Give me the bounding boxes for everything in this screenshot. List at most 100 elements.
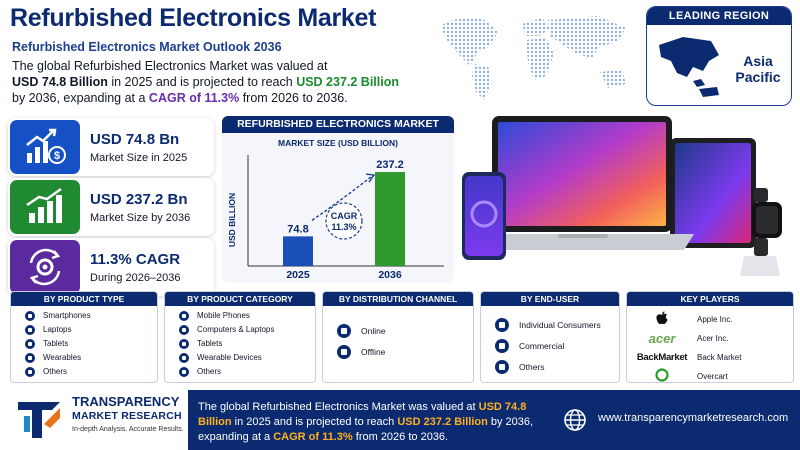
segment-product-type: BY PRODUCT TYPE Smartphones Laptops Tabl…	[10, 291, 158, 383]
list-item-label: Laptops	[43, 325, 72, 334]
chart-data-label: 74.8	[287, 223, 308, 235]
footer-text: in 2025 and is projected to reach	[231, 416, 398, 428]
intro-text: in 2025 and is projected to reach	[107, 75, 297, 89]
list-item-label: Wearables	[43, 353, 82, 362]
list-item: Tablets	[25, 337, 157, 351]
watch-icon	[25, 353, 35, 363]
list-item-label: Others	[519, 361, 545, 372]
footer-summary: The global Refurbished Electronics Marke…	[198, 400, 546, 445]
phone-icon	[179, 311, 189, 321]
chart-x-tick-label: 2025	[286, 269, 310, 281]
list-item: Apple Inc.	[633, 310, 793, 329]
smartwatch-icon	[740, 188, 782, 276]
segment-key-players: KEY PLAYERS Apple Inc. acer Acer Inc. Ba…	[626, 291, 794, 383]
logo-line-2: MARKET RESEARCH	[72, 410, 182, 422]
cagr-badge-text: CAGR	[331, 211, 358, 221]
stat-value: USD 74.8 Bn	[90, 131, 180, 148]
intro-text: by 2036, expanding at a	[12, 91, 149, 105]
list-item-label: Others	[197, 367, 222, 376]
smartphone-icon	[462, 172, 506, 260]
list-item-label: Smartphones	[43, 311, 91, 320]
stat-card-cagr: 11.3% CAGR During 2026–2036	[8, 238, 214, 296]
list-item-label: Individual Consumers	[519, 319, 601, 330]
list-item: Smartphones	[25, 309, 157, 323]
intro-paragraph: The global Refurbished Electronics Marke…	[12, 58, 452, 106]
leading-region-card: LEADING REGION Asia Pacific	[646, 6, 792, 106]
chart-bar-2036	[375, 172, 405, 266]
smartphone-icon	[25, 311, 35, 321]
stat-card-2025: $ USD 74.8 Bn Market Size in 2025	[8, 118, 214, 176]
list-item-label: Mobile Phones	[197, 311, 250, 320]
stat-label: Market Size in 2025	[90, 152, 188, 164]
list-item: Individual Consumers	[495, 314, 619, 335]
tablet-icon	[670, 138, 756, 248]
devices-illustration	[462, 116, 782, 276]
market-chart-card: REFURBISHED ELECTRONICS MARKET MARKET SI…	[222, 116, 454, 282]
segment-heading: KEY PLAYERS	[627, 292, 793, 306]
key-player-name: Apple Inc.	[697, 315, 733, 324]
footer-text: The global Refurbished Electronics Marke…	[198, 401, 479, 413]
growth-arrow-head	[365, 173, 376, 183]
segment-list: Mobile Phones Computers & Laptops Tablet…	[165, 306, 315, 379]
asia-pacific-map-icon	[659, 37, 719, 97]
list-item: Offline	[337, 341, 473, 362]
intro-value-2025: USD 74.8 Billion	[12, 75, 108, 89]
segment-heading: BY DISTRIBUTION CHANNEL	[323, 292, 473, 306]
cagr-badge-text: 11.3%	[331, 222, 356, 232]
key-player-name: Acer Inc.	[697, 334, 729, 343]
chart-data-label: 237.2	[376, 159, 404, 171]
list-item-label: Others	[43, 367, 68, 376]
globe-icon	[564, 409, 586, 431]
page-subtitle: Refurbished Electronics Market Outlook 2…	[12, 40, 282, 54]
chart-bar-2025	[283, 236, 313, 266]
market-bar-chart: MARKET SIZE (USD BILLION) USD BILLION 74…	[227, 138, 444, 281]
list-item: Others	[495, 356, 619, 377]
intro-value-2036: USD 237.2 Billion	[296, 75, 399, 89]
intro-text: The global Refurbished Electronics Marke…	[12, 59, 328, 73]
segment-list: Online Offline	[323, 306, 473, 362]
footer-text: by 2036, expanding at a	[198, 416, 534, 443]
chart-x-tick-label: 2036	[378, 269, 402, 281]
footer-value-2036: USD 237.2 Billion	[397, 416, 488, 428]
footer-bar: The global Refurbished Electronics Marke…	[188, 390, 800, 450]
stat-label: Market Size by 2036	[90, 212, 191, 224]
list-item-label: Wearable Devices	[197, 353, 262, 362]
company-logo: TRANSPARENCY MARKET RESEARCH In-depth An…	[10, 390, 186, 446]
list-item: Online	[337, 320, 473, 341]
laptop-icon	[25, 325, 35, 335]
bar-growth-icon	[10, 180, 80, 234]
apple-logo-icon	[633, 311, 691, 328]
more-icon	[495, 359, 509, 374]
tablet-icon	[179, 339, 189, 349]
segment-heading: BY END-USER	[481, 292, 619, 306]
cagr-badge	[325, 202, 363, 240]
store-icon	[337, 344, 351, 359]
tmr-logo-icon	[18, 402, 60, 438]
list-item: Tablets	[179, 337, 315, 351]
overcart-logo-icon	[633, 368, 691, 385]
more-icon	[25, 367, 35, 377]
logo-line-1: TRANSPARENCY	[72, 394, 180, 409]
list-item: acer Acer Inc.	[633, 329, 793, 348]
key-player-name: Overcart	[697, 372, 728, 381]
list-item: Commercial	[495, 335, 619, 356]
leading-region-name: Asia Pacific	[735, 53, 781, 85]
segment-end-user: BY END-USER Individual Consumers Commerc…	[480, 291, 620, 383]
stat-card-2036: USD 237.2 Bn Market Size by 2036	[8, 178, 214, 236]
list-item: BackMarket Back Market	[633, 348, 793, 367]
footer-value-2025: USD 74.8 Billion	[198, 401, 527, 428]
segment-distribution-channel: BY DISTRIBUTION CHANNEL Online Offline	[322, 291, 474, 383]
acer-logo-icon: acer	[648, 331, 676, 346]
list-item: Wearable Devices	[179, 351, 315, 365]
stat-label: During 2026–2036	[90, 272, 181, 284]
footer-text: from 2026 to 2036.	[352, 431, 449, 443]
world-map-icon	[440, 16, 626, 100]
segment-product-category: BY PRODUCT CATEGORY Mobile Phones Comput…	[164, 291, 316, 383]
more-icon	[179, 367, 189, 377]
list-item-label: Offline	[361, 346, 386, 357]
list-item: Others	[179, 365, 315, 379]
segment-heading: BY PRODUCT TYPE	[11, 292, 157, 306]
laptop-icon	[472, 116, 694, 250]
website-link[interactable]: www.transparencymarketresearch.com	[598, 412, 789, 424]
list-item: Laptops	[25, 323, 157, 337]
